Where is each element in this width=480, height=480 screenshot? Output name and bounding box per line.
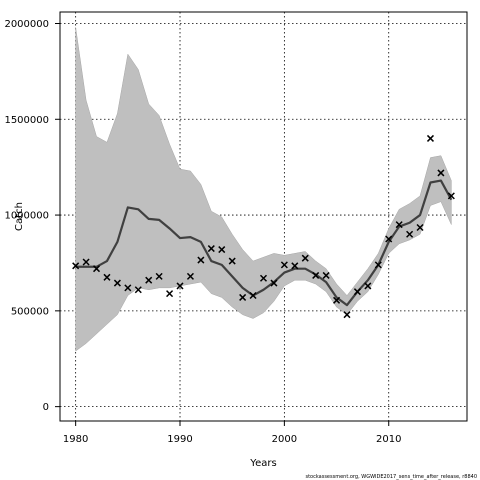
- observation-mark-b: [176, 282, 184, 290]
- observation-point-1981: [82, 258, 90, 266]
- observation-point-1982: [92, 265, 101, 273]
- observation-point-1984: [113, 279, 121, 287]
- observation-mark-b: [166, 290, 174, 298]
- observation-point-2002: [301, 254, 309, 262]
- observation-mark-b: [447, 192, 455, 200]
- observation-point-1997: [249, 291, 257, 300]
- observation-point-2005: [333, 296, 341, 304]
- observation-mark-b: [155, 272, 163, 280]
- observation-point-1992: [197, 256, 205, 264]
- observation-mark-b: [343, 311, 351, 319]
- observation-point-1980: [72, 262, 80, 270]
- observation-point-2000: [280, 261, 288, 269]
- observed-points: [72, 134, 455, 319]
- observation-point-1999: [270, 279, 278, 287]
- confidence-band: [75, 27, 452, 352]
- y-tick-label-2000000: 2000000: [4, 19, 49, 30]
- confidence-band-area: [75, 27, 452, 352]
- y-tick-label-1000000: 1000000: [4, 211, 49, 222]
- observation-point-2014: [426, 134, 435, 142]
- observation-mark-b: [207, 245, 215, 253]
- observation-mark-b: [416, 223, 424, 232]
- observation-mark-b: [270, 279, 278, 287]
- x-tick-label-1980: 1980: [63, 434, 88, 445]
- observation-mark-b: [333, 296, 341, 304]
- observation-point-2004: [322, 271, 330, 279]
- observation-mark-b: [72, 262, 80, 270]
- observation-mark-b: [301, 254, 309, 262]
- observation-mark-b: [395, 221, 403, 229]
- estimate-line: [75, 179, 453, 307]
- observation-mark-b: [197, 256, 205, 264]
- observation-point-2011: [395, 221, 403, 229]
- footnote: stockassessment.org, WGWIDE2017_sens_tim…: [305, 474, 477, 480]
- observation-point-1993: [207, 245, 215, 253]
- observation-point-2006: [343, 311, 351, 319]
- x-axis-title: Years: [249, 458, 276, 469]
- observation-mark-b: [374, 261, 382, 269]
- observation-mark-b: [259, 274, 268, 282]
- observation-point-1998: [259, 274, 268, 282]
- observation-point-2001: [291, 262, 299, 270]
- observation-point-1986: [134, 286, 142, 294]
- observation-mark-b: [437, 169, 445, 177]
- x-tick-label-1990: 1990: [167, 434, 192, 445]
- observation-point-2013: [416, 223, 424, 232]
- observation-point-2016: [447, 192, 455, 200]
- observation-mark-b: [113, 279, 121, 287]
- observation-point-2009: [374, 261, 382, 269]
- observation-point-1994: [218, 246, 226, 254]
- observation-mark-b: [239, 293, 247, 301]
- observation-mark-b: [145, 276, 153, 284]
- observation-point-1990: [176, 282, 184, 290]
- observation-point-1988: [155, 272, 163, 280]
- observation-mark-b: [291, 262, 299, 270]
- x-tick-label-2010: 2010: [376, 434, 401, 445]
- observation-point-2003: [312, 271, 320, 279]
- observation-point-2015: [437, 169, 445, 177]
- observation-point-1995: [228, 257, 236, 265]
- observation-mark-b: [82, 258, 90, 266]
- x-tick-label-2000: 2000: [272, 434, 297, 445]
- y-axis-title: Catch: [14, 202, 25, 231]
- axes: 1980 1990 2000 2010 0 500000 1000000 1500000 200…: [4, 19, 401, 445]
- observation-mark-b: [426, 134, 435, 142]
- observation-mark-b: [280, 261, 288, 269]
- observation-point-2007: [353, 288, 361, 296]
- observation-mark-b: [134, 286, 142, 294]
- observation-mark-b: [228, 257, 236, 265]
- observation-point-2012: [406, 230, 414, 238]
- observation-point-1987: [145, 276, 153, 284]
- observation-mark-b: [92, 265, 101, 273]
- y-tick-label-0: 0: [43, 402, 49, 413]
- observation-mark-b: [385, 235, 393, 243]
- observation-mark-b: [353, 288, 361, 296]
- observation-point-1989: [166, 290, 174, 298]
- observation-mark-b: [322, 271, 330, 279]
- observation-mark-b: [312, 271, 320, 279]
- observation-mark-b: [218, 246, 226, 254]
- observation-point-1991: [186, 272, 194, 280]
- observation-mark-b: [103, 273, 111, 281]
- observation-point-2008: [364, 282, 372, 290]
- observation-mark-b: [124, 284, 132, 292]
- y-tick-label-1500000: 1500000: [4, 115, 49, 126]
- observation-mark-b: [406, 230, 414, 238]
- observation-point-1985: [124, 284, 132, 292]
- y-tick-label-500000: 500000: [11, 306, 49, 317]
- observation-point-1983: [103, 273, 111, 281]
- observation-mark-b: [249, 291, 257, 300]
- observation-point-2010: [385, 235, 393, 243]
- observation-mark-b: [364, 282, 372, 290]
- observation-mark-b: [186, 272, 194, 280]
- plot-frame: [59, 11, 468, 422]
- estimate-series-line: [75, 179, 453, 307]
- observation-point-1996: [239, 293, 247, 301]
